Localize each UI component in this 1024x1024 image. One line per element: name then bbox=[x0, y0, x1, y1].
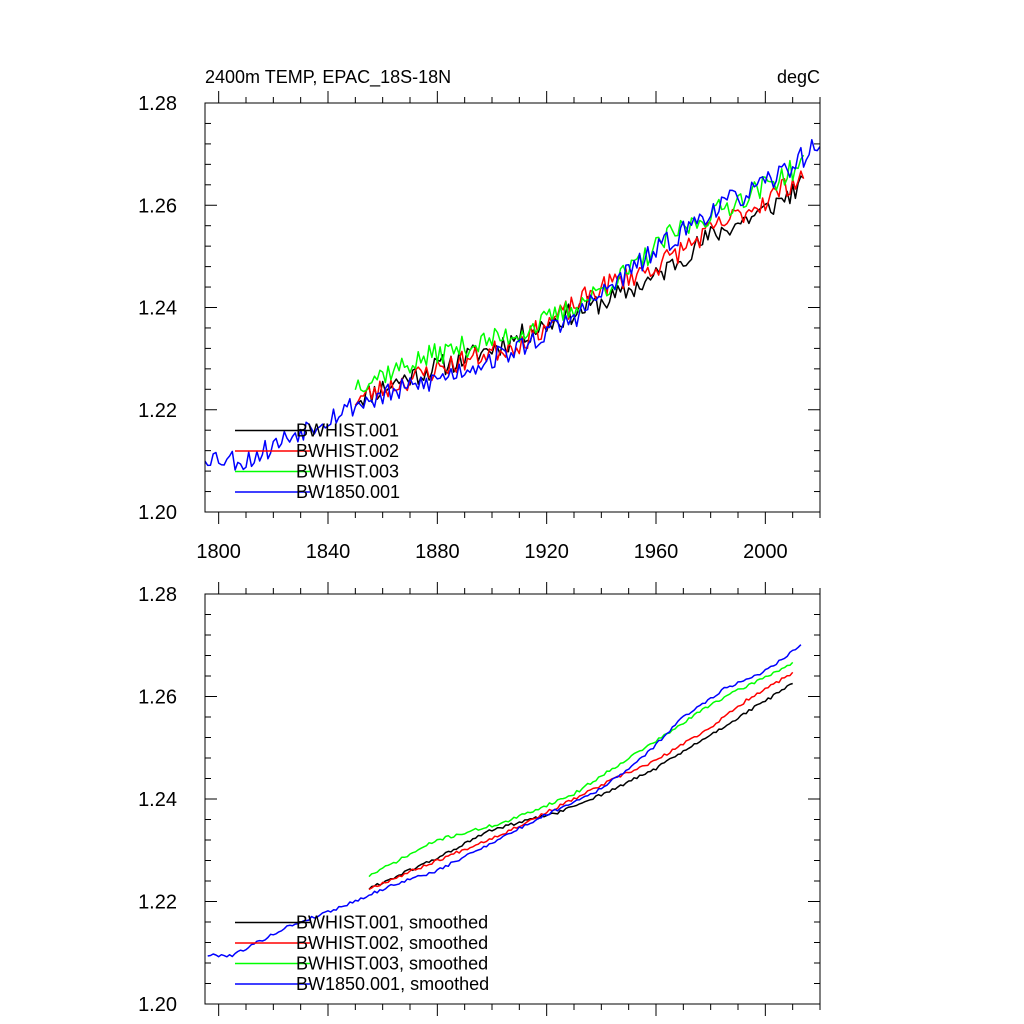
x-tick-label: 1880 bbox=[415, 541, 460, 563]
x-tick-label: 1800 bbox=[196, 541, 241, 563]
panel-top: 2400m TEMP, EPAC_18S-18N degC 1.20 1.22 1.24… bbox=[138, 67, 821, 563]
series-line-1 bbox=[354, 170, 805, 406]
y-tick-label: 1.24 bbox=[138, 789, 177, 811]
series-line-0 bbox=[368, 682, 793, 890]
y-tick-label: 1.24 bbox=[138, 298, 177, 320]
chart-title: 2400m TEMP, EPAC_18S-18N bbox=[205, 67, 451, 88]
y-tick-label: 1.22 bbox=[138, 892, 177, 914]
y-tick-label: 1.28 bbox=[138, 584, 177, 606]
legend-label: BWHIST.001 bbox=[296, 421, 399, 441]
units-label: degC bbox=[777, 67, 820, 87]
x-tick-label: 1960 bbox=[634, 541, 679, 563]
legend-label: BWHIST.001, smoothed bbox=[296, 913, 488, 933]
y-tick-label: 1.26 bbox=[138, 687, 177, 709]
x-tick-label: 2000 bbox=[743, 541, 788, 563]
legend-label: BW1850.001, smoothed bbox=[296, 974, 489, 994]
x-tick-label: 1920 bbox=[524, 541, 569, 563]
series-line-3 bbox=[204, 138, 821, 471]
legend-label: BWHIST.003 bbox=[296, 462, 399, 482]
legend-label: BW1850.001 bbox=[296, 482, 400, 502]
y-tick-label: 1.20 bbox=[138, 502, 177, 524]
series-line-2 bbox=[354, 154, 805, 393]
plot-frame bbox=[204, 102, 821, 513]
series-line-3 bbox=[207, 644, 802, 958]
legend-label: BWHIST.002 bbox=[296, 441, 399, 461]
y-tick-label: 1.20 bbox=[138, 994, 177, 1016]
x-tick-label: 1840 bbox=[306, 541, 351, 563]
series-line-1 bbox=[368, 671, 794, 891]
y-tick-label: 1.22 bbox=[138, 400, 177, 422]
plot-frame bbox=[204, 593, 821, 1005]
y-tick-label: 1.28 bbox=[138, 93, 177, 115]
panel-bottom: 1.20 1.22 1.24 1.26 1.28 BWHIST.001, smoothed… bbox=[138, 582, 821, 1016]
legend-label: BWHIST.003, smoothed bbox=[296, 954, 488, 974]
y-tick-label: 1.26 bbox=[138, 195, 177, 217]
legend-label: BWHIST.002, smoothed bbox=[296, 933, 488, 953]
series-line-2 bbox=[368, 661, 794, 878]
